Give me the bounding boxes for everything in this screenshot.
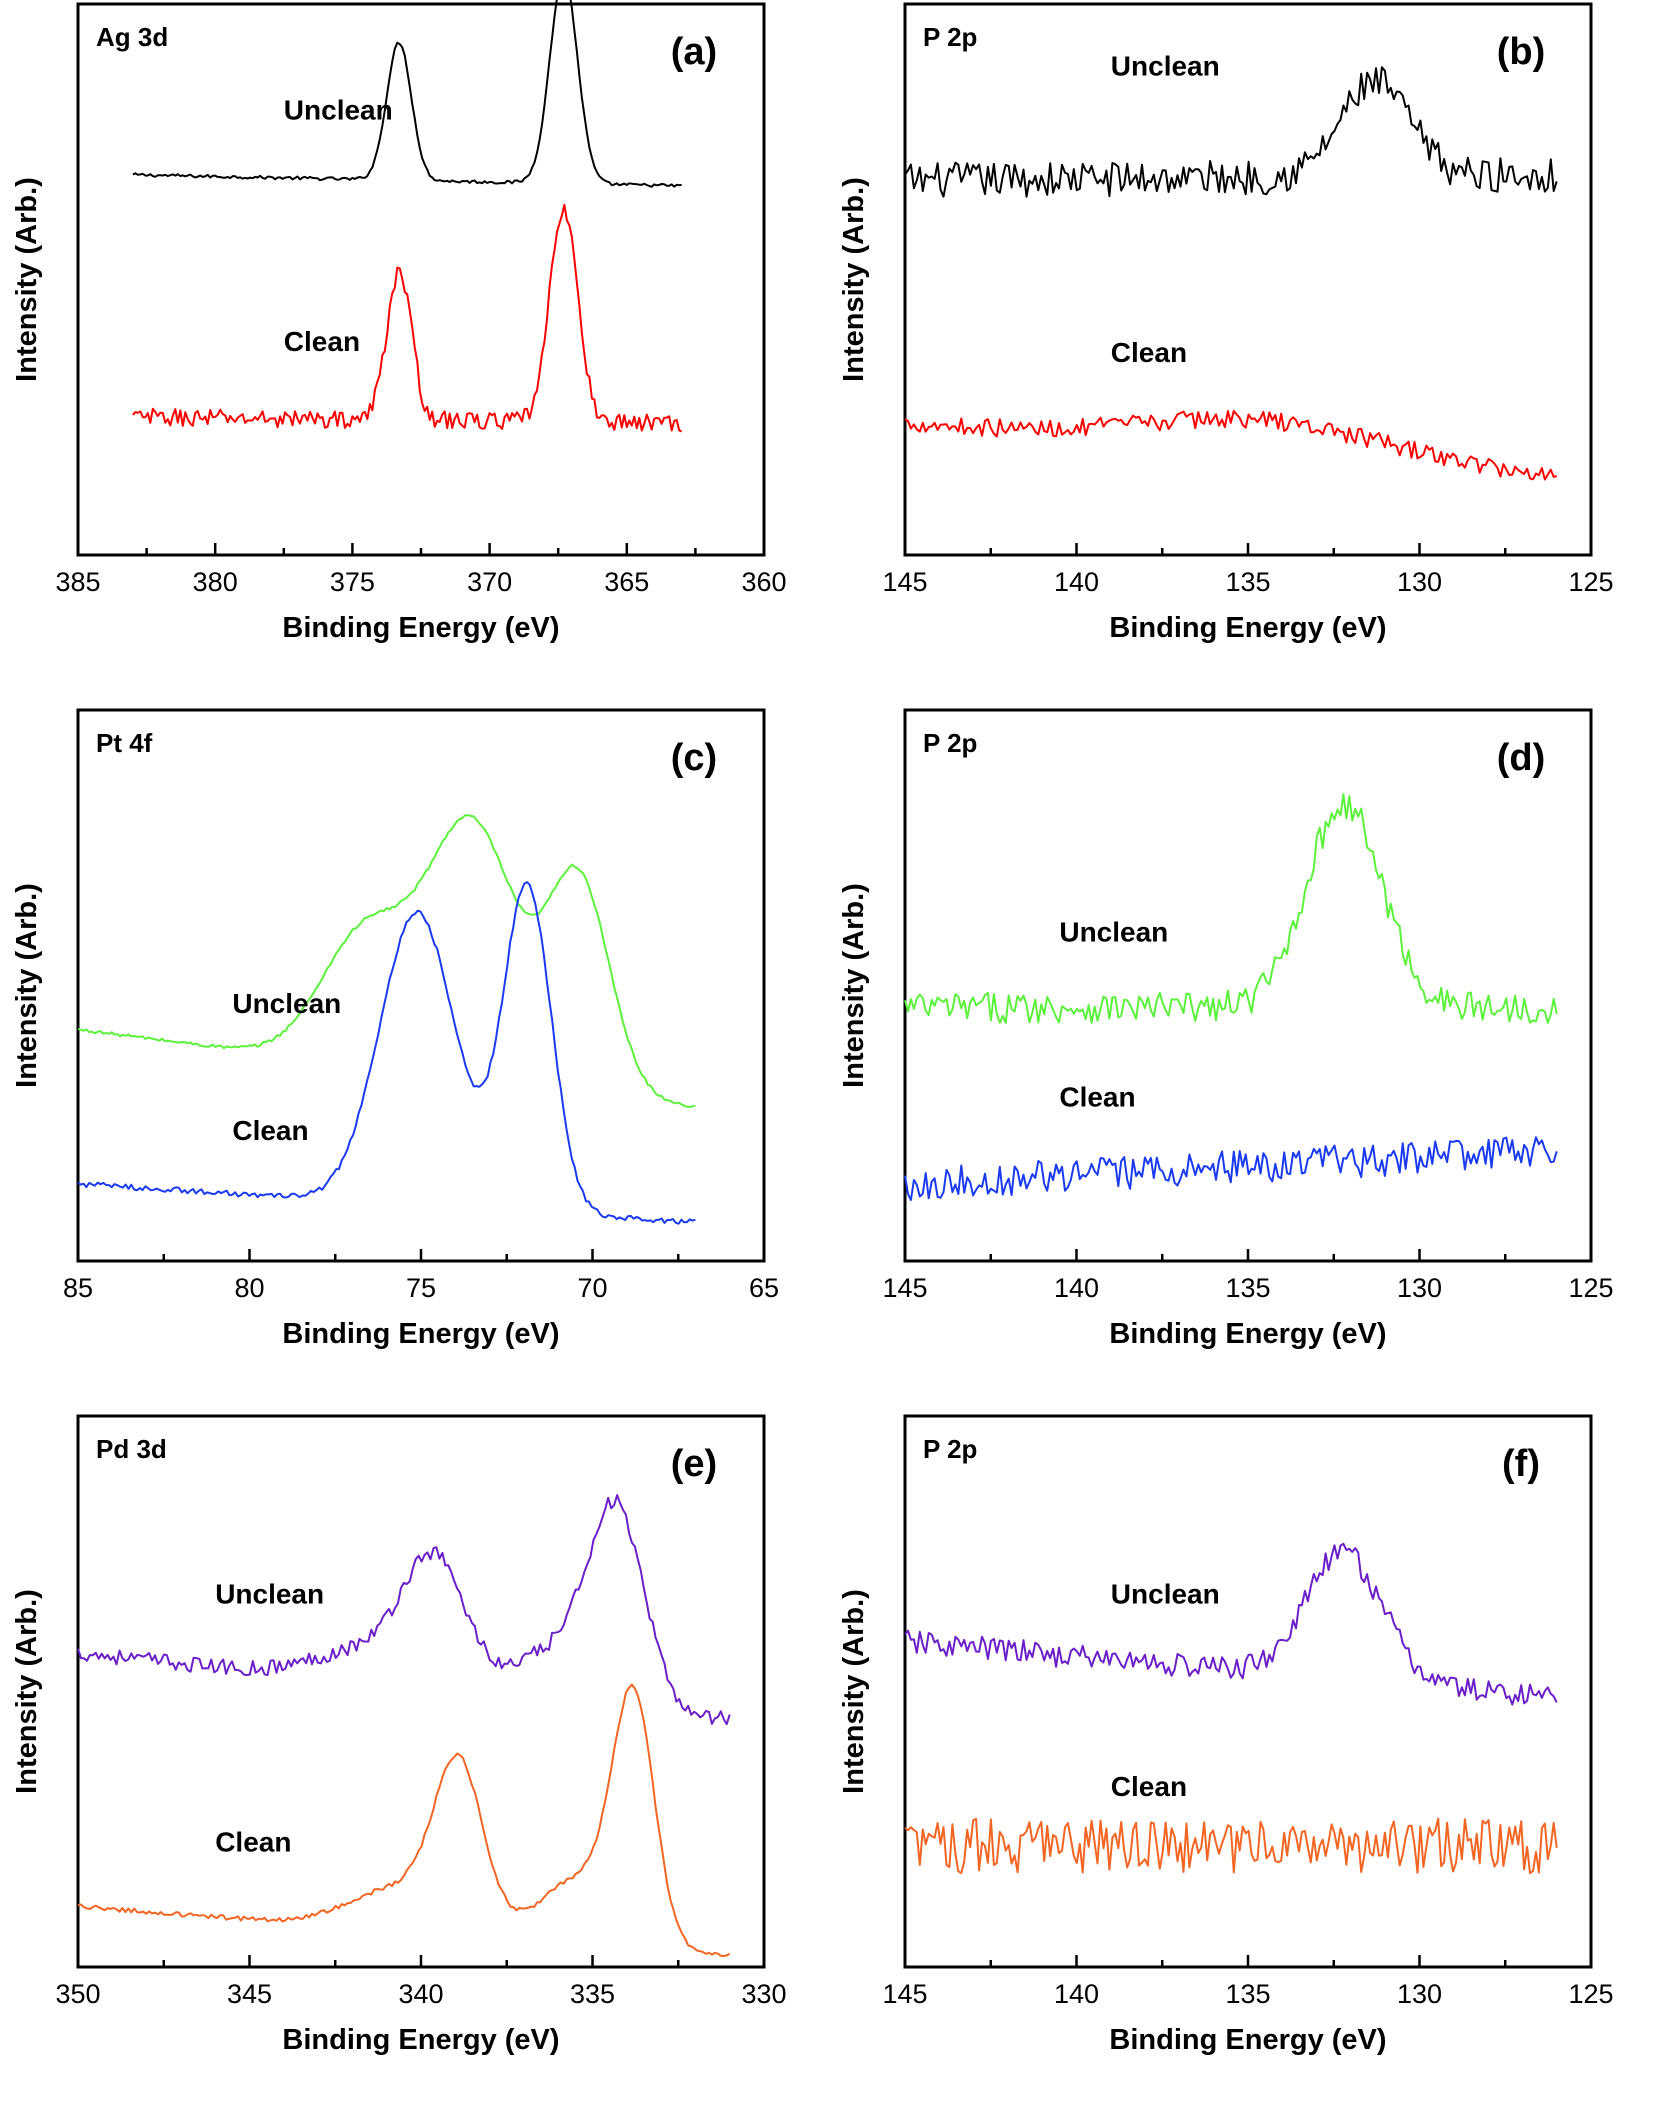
x-tick-label: 75 [406,1273,436,1303]
y-axis-title: Intensity (Arb.) [838,1589,870,1794]
series-line-unclean [77,814,696,1108]
x-tick-label: 140 [1054,1273,1099,1303]
series-line-clean [904,1136,1558,1201]
x-axis-title: Binding Energy (eV) [282,2024,559,2056]
panel-a: 385 380 375 370 365 360 Binding Energy (eV) Int… [0,0,827,706]
panel-letter: (d) [1497,737,1546,779]
chart-b: 145 140 135 130 125 Binding Energy (eV) Intens… [838,2,1614,644]
x-tick-label: 360 [741,567,786,597]
x-tick-label: 330 [741,1979,786,2009]
panel-letter: (a) [671,31,717,73]
x-tick-label: 125 [1568,567,1613,597]
series-label-clean: Clean [1111,1771,1187,1802]
chart-a: 385 380 375 370 365 360 Binding Energy (eV) Int… [11,0,787,644]
x-tick-label: 370 [467,567,512,597]
plot-frame [76,708,766,1263]
series-label-clean: Clean [1111,337,1187,368]
series-line-unclean [904,66,1558,198]
series-line-unclean [904,1542,1558,1706]
panel-f: 145 140 135 130 125 Binding Energy (eV) Intens… [827,1412,1654,2118]
x-tick-label: 350 [55,1979,100,2009]
x-tick-label: 335 [570,1979,615,2009]
x-axis-title: Binding Energy (eV) [282,612,559,644]
element-label: Pt 4f [96,728,153,758]
plot-frame [903,2,1593,557]
element-label: P 2p [923,728,977,758]
x-tick-label: 70 [577,1273,607,1303]
x-tick-label: 345 [227,1979,272,2009]
x-axis-title: Binding Energy (eV) [1109,2024,1386,2056]
x-tick-label: 340 [398,1979,443,2009]
series-line-clean [77,881,696,1225]
y-axis-title: Intensity (Arb.) [838,177,870,382]
x-axis-title: Binding Energy (eV) [1109,1318,1386,1350]
chart-f: 145 140 135 130 125 Binding Energy (eV) Intens… [838,1414,1614,2056]
plot-frame [76,1414,766,1969]
chart-c: 85 80 75 70 65 Binding Energy (eV) Intensity (… [11,708,779,1350]
series-label-unclean: Unclean [284,95,393,126]
x-tick-label: 140 [1054,1979,1099,2009]
series-label-unclean: Unclean [232,988,341,1019]
panel-letter: (f) [1502,1443,1540,1485]
x-tick-label: 365 [604,567,649,597]
y-axis-title: Intensity (Arb.) [11,883,43,1088]
panel-letter: (b) [1497,31,1546,73]
x-tick-label: 65 [749,1273,779,1303]
element-label: P 2p [923,1434,977,1464]
plot-frame [903,1414,1593,1969]
x-tick-label: 145 [882,1979,927,2009]
y-axis-title: Intensity (Arb.) [838,883,870,1088]
x-tick-label: 130 [1397,567,1442,597]
x-tick-label: 125 [1568,1979,1613,2009]
x-tick-label: 140 [1054,567,1099,597]
series-line-clean [904,1817,1558,1875]
series-line-clean [132,203,683,433]
x-tick-label: 380 [193,567,238,597]
y-axis-title: Intensity (Arb.) [11,1589,43,1794]
element-label: P 2p [923,22,977,52]
x-tick-label: 125 [1568,1273,1613,1303]
x-axis-title: Binding Energy (eV) [1109,612,1386,644]
series-label-clean: Clean [284,326,360,357]
element-label: Pd 3d [96,1434,167,1464]
series-line-unclean [132,0,682,188]
x-tick-label: 145 [882,1273,927,1303]
x-tick-label: 135 [1225,1273,1270,1303]
x-tick-label: 385 [55,567,100,597]
panel-e: 350 345 340 335 330 Binding Energy (eV) Intens… [0,1412,827,2118]
panel-b: 145 140 135 130 125 Binding Energy (eV) Intens… [827,0,1654,706]
panel-c: 85 80 75 70 65 Binding Energy (eV) Intensity (… [0,706,827,1412]
panel-letter: (e) [671,1443,717,1485]
series-label-unclean: Unclean [215,1578,324,1609]
plot-frame [76,2,766,557]
series-line-clean [904,410,1557,481]
x-tick-label: 130 [1397,1979,1442,2009]
series-label-clean: Clean [1059,1082,1135,1113]
panel-d: 145 140 135 130 125 Binding Energy (eV) Intens… [827,706,1654,1412]
series-label-clean: Clean [232,1115,308,1146]
x-tick-label: 80 [234,1273,264,1303]
y-axis-title: Intensity (Arb.) [11,177,43,382]
x-tick-label: 85 [63,1273,93,1303]
series-line-clean [77,1683,731,1958]
series-label-unclean: Unclean [1111,51,1220,82]
x-axis-title: Binding Energy (eV) [282,1318,559,1350]
x-tick-label: 135 [1225,567,1270,597]
chart-d: 145 140 135 130 125 Binding Energy (eV) Intens… [838,708,1614,1350]
x-tick-label: 145 [882,567,927,597]
series-label-unclean: Unclean [1111,1578,1220,1609]
series-label-unclean: Unclean [1059,916,1168,947]
series-line-unclean [904,793,1558,1024]
chart-e: 350 345 340 335 330 Binding Energy (eV) Intens… [11,1414,787,2056]
series-label-clean: Clean [215,1826,291,1857]
panel-letter: (c) [671,737,717,779]
x-tick-label: 135 [1225,1979,1270,2009]
element-label: Ag 3d [96,22,168,52]
x-tick-label: 130 [1397,1273,1442,1303]
series-line-unclean [77,1494,731,1726]
x-tick-label: 375 [330,567,375,597]
